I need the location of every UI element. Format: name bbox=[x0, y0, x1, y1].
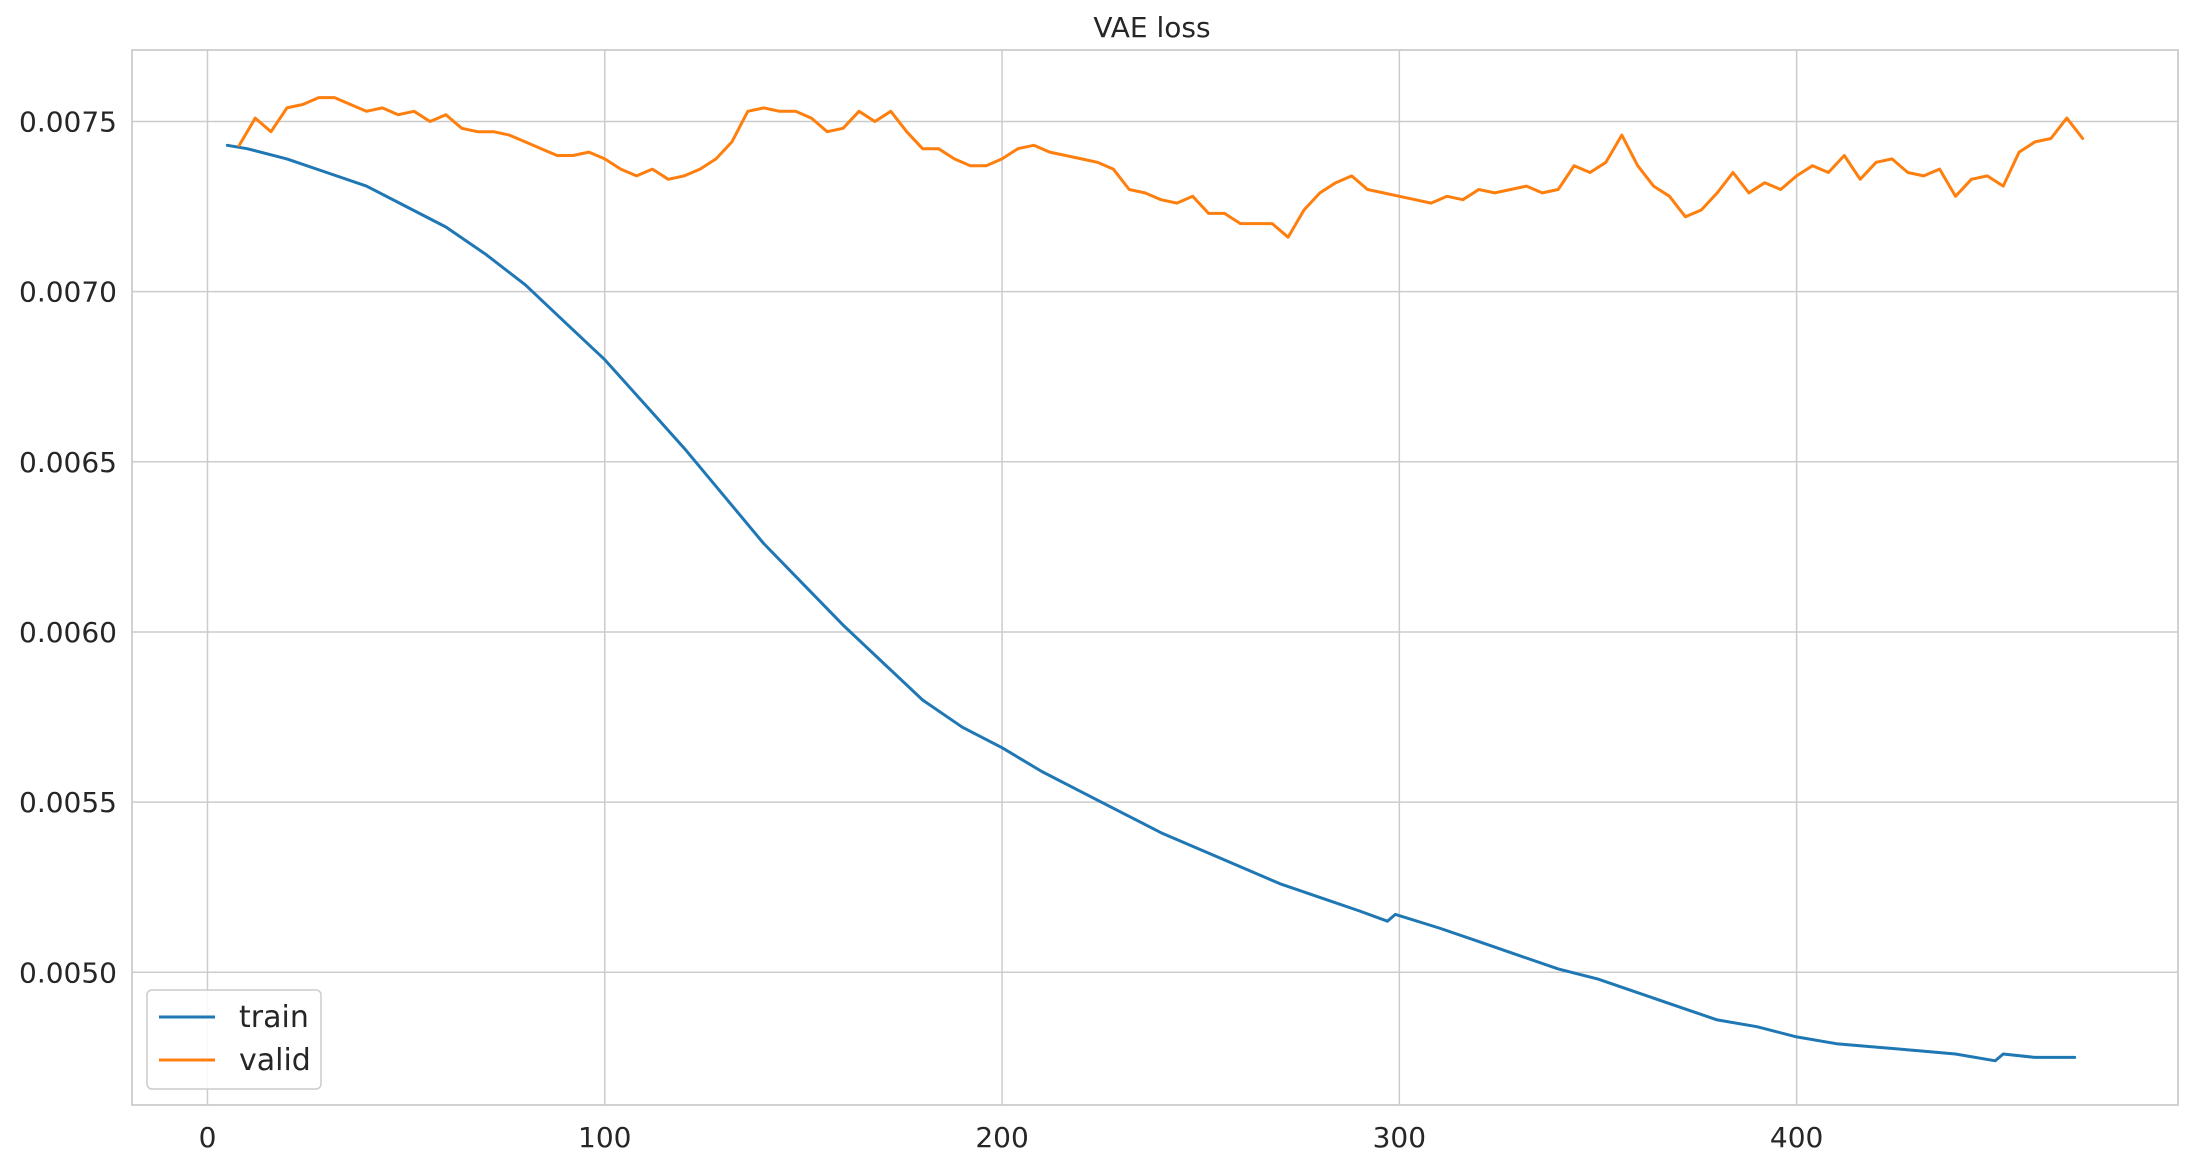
y-axis-ticks: 0.0050 0.0055 0.0060 0.0065 0.0070 0.0075 bbox=[19, 105, 117, 989]
x-tick-label: 400 bbox=[1770, 1121, 1823, 1154]
x-axis-ticks: 0 100 200 300 400 bbox=[199, 1121, 1824, 1154]
legend: train valid bbox=[146, 989, 322, 1090]
series-line-train bbox=[225, 143, 2077, 1063]
legend-label-train: train bbox=[239, 1000, 309, 1035]
plot-frame bbox=[131, 49, 2179, 1106]
legend-box bbox=[146, 989, 322, 1090]
x-tick-label: 300 bbox=[1373, 1121, 1426, 1154]
y-tick-label: 0.0050 bbox=[19, 956, 117, 989]
y-tick-label: 0.0055 bbox=[19, 786, 117, 819]
legend-label-valid: valid bbox=[239, 1043, 311, 1078]
x-tick-label: 100 bbox=[578, 1121, 631, 1154]
series-layer bbox=[225, 96, 2085, 1063]
x-tick-label: 200 bbox=[975, 1121, 1028, 1154]
y-tick-label: 0.0060 bbox=[19, 616, 117, 649]
chart-title: VAE loss bbox=[1093, 11, 1210, 44]
y-tick-label: 0.0075 bbox=[19, 105, 117, 138]
series-line-valid bbox=[237, 96, 2085, 239]
grid bbox=[132, 50, 2178, 1105]
y-tick-label: 0.0070 bbox=[19, 276, 117, 309]
y-tick-label: 0.0065 bbox=[19, 446, 117, 479]
x-tick-label: 0 bbox=[199, 1121, 217, 1154]
